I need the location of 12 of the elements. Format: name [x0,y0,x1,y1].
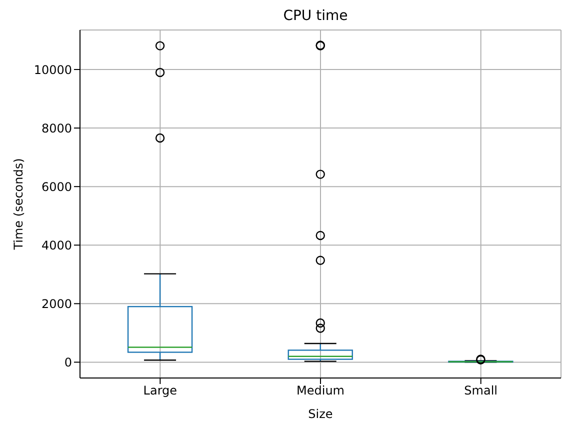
x-axis-title: Size [308,407,333,421]
y-tick-label: 8000 [41,121,72,136]
y-axis-title: Time (seconds) [11,158,26,251]
y-tick-label: 2000 [41,296,72,311]
x-tick-label: Large [143,384,178,398]
y-tick-label: 6000 [41,180,72,194]
y-tick-label: 0 [64,355,72,370]
x-tick-label: Medium [296,384,344,398]
y-tick-label: 10000 [34,62,72,77]
x-tick-label: Small [464,384,498,398]
y-tick-label: 4000 [41,238,72,252]
chart-title: CPU time [282,8,349,26]
